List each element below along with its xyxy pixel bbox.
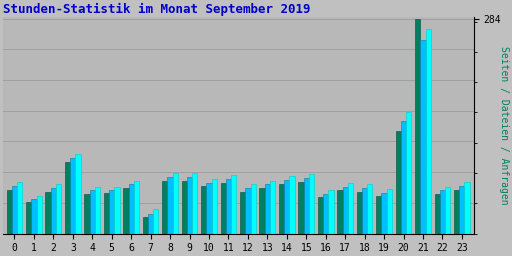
Bar — [250, 184, 256, 233]
Bar — [70, 158, 75, 233]
Text: Stunden-Statistik im Monat September 2019: Stunden-Statistik im Monat September 201… — [3, 3, 310, 16]
Bar — [134, 180, 139, 233]
Bar — [396, 131, 401, 233]
Bar — [206, 183, 211, 233]
Bar — [75, 154, 81, 233]
Bar — [143, 217, 148, 233]
Y-axis label: Seiten / Dateien / Anfragen: Seiten / Dateien / Anfragen — [499, 46, 509, 205]
Bar — [36, 196, 42, 233]
Bar — [95, 187, 100, 233]
Bar — [26, 202, 31, 233]
Bar — [129, 184, 134, 233]
Bar — [318, 197, 323, 233]
Bar — [279, 184, 284, 233]
Bar — [221, 183, 226, 233]
Bar — [46, 192, 51, 233]
Bar — [459, 186, 464, 233]
Bar — [387, 189, 392, 233]
Bar — [454, 190, 459, 233]
Bar — [90, 190, 95, 233]
Bar — [362, 188, 367, 233]
Bar — [337, 190, 343, 233]
Bar — [464, 182, 470, 233]
Bar — [31, 199, 36, 233]
Bar — [17, 182, 23, 233]
Bar — [123, 188, 129, 233]
Bar — [7, 190, 12, 233]
Bar — [357, 192, 362, 233]
Bar — [226, 179, 231, 233]
Bar — [309, 174, 314, 233]
Bar — [84, 194, 90, 233]
Bar — [367, 184, 373, 233]
Bar — [109, 190, 114, 233]
Bar — [173, 173, 178, 233]
Bar — [420, 40, 425, 233]
Bar — [415, 18, 420, 233]
Bar — [376, 196, 381, 233]
Bar — [381, 193, 387, 233]
Bar — [245, 188, 250, 233]
Bar — [65, 162, 70, 233]
Bar — [348, 183, 353, 233]
Bar — [440, 190, 445, 233]
Bar — [231, 175, 237, 233]
Bar — [192, 173, 198, 233]
Bar — [406, 112, 411, 233]
Bar — [425, 29, 431, 233]
Bar — [167, 177, 173, 233]
Bar — [211, 179, 217, 233]
Bar — [270, 180, 275, 233]
Bar — [265, 184, 270, 233]
Bar — [304, 178, 309, 233]
Bar — [12, 186, 17, 233]
Bar — [148, 214, 153, 233]
Bar — [240, 192, 245, 233]
Bar — [187, 177, 192, 233]
Bar — [343, 187, 348, 233]
Bar — [260, 188, 265, 233]
Bar — [289, 176, 295, 233]
Bar — [298, 182, 304, 233]
Bar — [182, 180, 187, 233]
Bar — [51, 188, 56, 233]
Bar — [445, 187, 450, 233]
Bar — [153, 209, 159, 233]
Bar — [435, 194, 440, 233]
Bar — [104, 193, 109, 233]
Bar — [56, 184, 61, 233]
Bar — [114, 187, 120, 233]
Bar — [201, 186, 206, 233]
Bar — [328, 190, 334, 233]
Bar — [284, 180, 289, 233]
Bar — [162, 180, 167, 233]
Bar — [323, 194, 328, 233]
Bar — [401, 122, 406, 233]
